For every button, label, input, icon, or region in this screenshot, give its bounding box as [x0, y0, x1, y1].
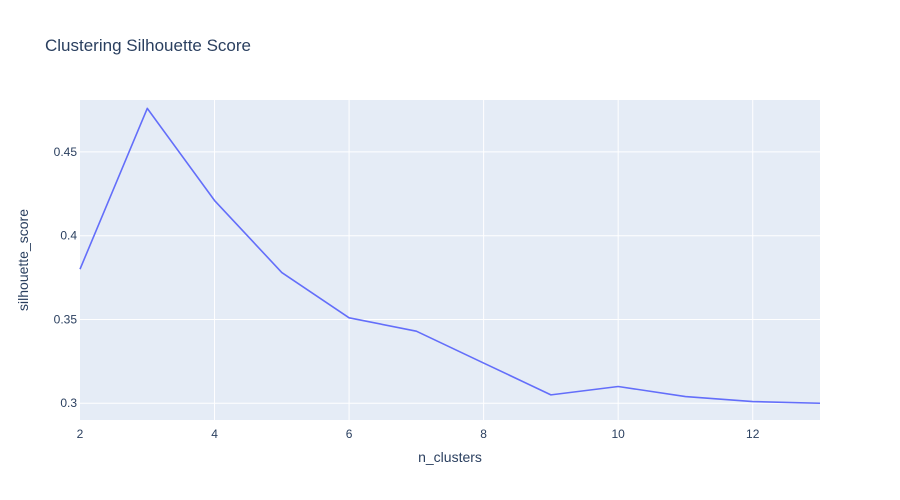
y-axis-ticks: 0.3 0.35 0.4 0.45 [54, 145, 78, 410]
x-tick-label: 12 [746, 427, 760, 441]
series-line [79, 107, 821, 405]
plot-area [80, 100, 820, 420]
chart-title: Clustering Silhouette Score [45, 36, 251, 55]
x-tick-label: 6 [346, 427, 353, 441]
series-layer [79, 107, 821, 405]
x-tick-label: 8 [480, 427, 487, 441]
x-tick-label: 2 [77, 427, 84, 441]
x-axis-ticks: 2 4 6 8 10 12 [77, 427, 760, 441]
x-tick-label: 4 [211, 427, 218, 441]
y-tick-label: 0.35 [54, 312, 78, 326]
y-axis-title: silhouette_score [15, 209, 31, 311]
x-tick-label: 10 [612, 427, 626, 441]
y-tick-label: 0.4 [60, 229, 77, 243]
y-tick-label: 0.45 [54, 145, 78, 159]
y-tick-label: 0.3 [60, 396, 77, 410]
x-axis-title: n_clusters [418, 449, 482, 465]
grid-lines [80, 100, 820, 420]
